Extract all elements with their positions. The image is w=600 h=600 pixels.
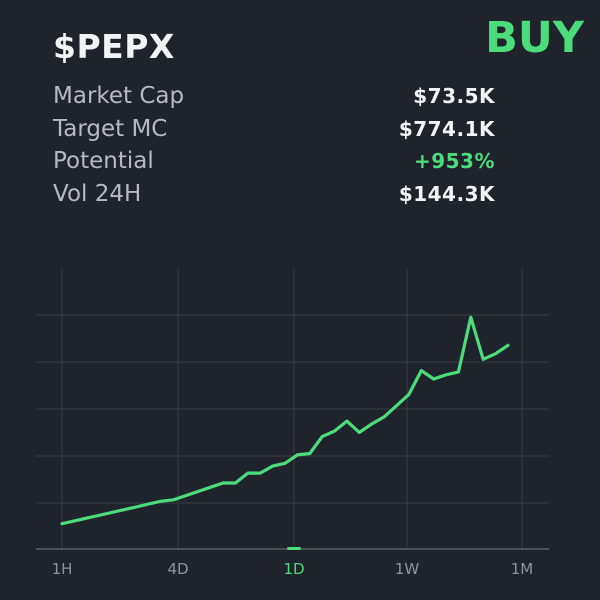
stat-target-mc: Target MC $774.1K xyxy=(53,113,495,146)
stat-value: $144.3K xyxy=(398,181,495,206)
buy-signal-button[interactable]: BUY xyxy=(485,13,584,63)
selected-range-indicator xyxy=(287,547,301,550)
x-tick-label[interactable]: 1D xyxy=(283,560,304,578)
token-ticker: $PEPX xyxy=(53,27,175,66)
stat-value: $774.1K xyxy=(398,116,495,141)
x-tick-label[interactable]: 1M xyxy=(511,560,534,578)
stat-label: Target MC xyxy=(53,115,168,142)
price-series-line xyxy=(60,315,510,526)
stat-potential: Potential +953% xyxy=(53,145,495,178)
x-tick-label[interactable]: 1W xyxy=(395,560,420,578)
stat-vol-24h: Vol 24H $144.3K xyxy=(53,178,495,211)
stat-label: Potential xyxy=(53,148,154,175)
x-tick-label[interactable]: 4D xyxy=(167,560,188,578)
stat-market-cap: Market Cap $73.5K xyxy=(53,80,495,113)
x-tick-label[interactable]: 1H xyxy=(52,560,73,578)
stat-label: Market Cap xyxy=(53,83,185,110)
stat-value: $73.5K xyxy=(413,84,495,109)
stat-value: +953% xyxy=(413,149,495,174)
stats-panel: Market Cap $73.5K Target MC $774.1K Pote… xyxy=(53,80,495,210)
stat-label: Vol 24H xyxy=(53,180,142,207)
